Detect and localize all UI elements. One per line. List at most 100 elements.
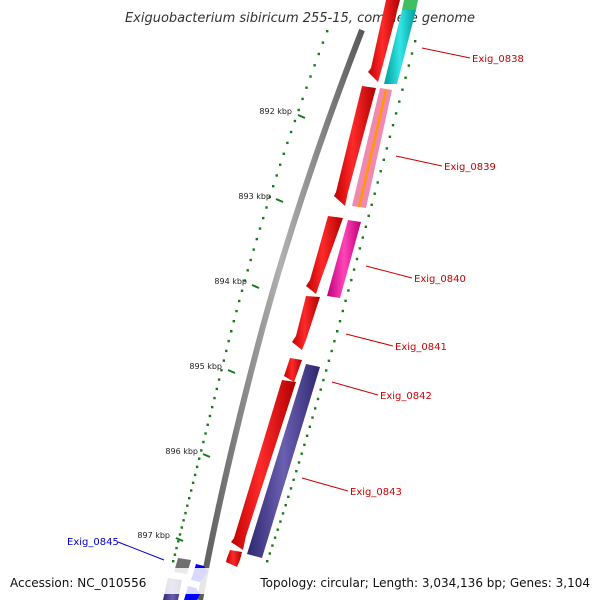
tick-dot	[262, 216, 265, 220]
tick-dot	[175, 546, 178, 550]
major-tick-895: 895 kbp	[189, 362, 236, 374]
track-dot	[266, 560, 269, 563]
track-dot	[394, 112, 398, 115]
track-dot	[382, 158, 385, 161]
track-dot	[271, 544, 274, 547]
gene-label-exig-0841[interactable]: Exig_0841	[395, 342, 447, 353]
track-dot	[373, 192, 376, 195]
tick-label: 896 kbp	[165, 447, 198, 456]
cds-exig-0839-stripe	[357, 89, 388, 208]
tick-dot	[186, 504, 189, 507]
track-dot	[404, 76, 407, 79]
track-dot	[376, 181, 379, 184]
track-dot	[391, 124, 395, 127]
tick-dot	[188, 497, 191, 500]
gene-top-green	[402, 0, 418, 10]
track-dot	[361, 236, 364, 239]
tick-dot	[246, 269, 249, 272]
track-dot	[314, 407, 317, 410]
tick-dot	[190, 489, 193, 492]
track-dot	[319, 388, 322, 391]
tick-dot	[184, 511, 187, 515]
tick-dot	[282, 152, 285, 155]
tick-dot	[272, 185, 275, 188]
tick-dot	[268, 195, 271, 199]
tick-dot	[204, 432, 207, 435]
tick-label: 897 kbp	[137, 531, 170, 540]
track-dot	[385, 147, 388, 150]
track-dot	[287, 495, 290, 498]
tick-dot	[220, 369, 223, 372]
tick-dot	[173, 553, 177, 556]
gene-label-exig-0842[interactable]: Exig_0842	[380, 391, 432, 402]
tick-dot	[275, 174, 278, 177]
tick-dot	[172, 560, 175, 563]
track-dot	[268, 552, 271, 555]
major-tick-892: 892 kbp	[259, 107, 306, 119]
cds-exig-0838	[368, 0, 400, 82]
track-dot	[276, 528, 279, 531]
track-dot	[333, 340, 336, 343]
topology-text: Topology: circular; Length: 3,034,136 bp…	[259, 576, 590, 590]
track-dot	[379, 170, 382, 173]
tick-dot	[309, 75, 312, 78]
tick-dot	[225, 349, 228, 353]
track-dot	[350, 278, 353, 282]
gene-label-exig-0845[interactable]: Exig_0845	[67, 537, 119, 548]
tick-dot	[195, 465, 199, 469]
track-dot	[388, 135, 392, 138]
tick-label: 892 kbp	[259, 107, 292, 116]
track-dot	[295, 470, 298, 473]
cds-exig-0843	[231, 380, 296, 550]
tick-dot	[265, 206, 268, 209]
track-dot	[327, 359, 331, 362]
track-dot	[410, 52, 414, 55]
tick-dot	[321, 41, 325, 44]
track-dot	[367, 214, 370, 217]
track-dot	[273, 536, 277, 539]
tick-dot	[240, 289, 244, 292]
tick-dot	[202, 440, 205, 444]
track-dot	[300, 452, 303, 455]
track-dot	[305, 434, 309, 437]
tick-dot	[215, 387, 218, 391]
tick-dot	[286, 141, 289, 145]
major-tick-897: 897 kbp	[137, 531, 184, 542]
gene-label-exig-0838[interactable]: Exig_0838	[472, 54, 524, 65]
track-dot	[338, 320, 342, 323]
tick-dot	[279, 163, 282, 166]
gene-label-exig-0843[interactable]: Exig_0843	[350, 487, 402, 498]
major-tick-894: 894 kbp	[214, 277, 260, 289]
tick-dot	[227, 339, 230, 343]
tick-dot	[213, 396, 216, 400]
tick-dots	[172, 30, 329, 563]
track-dot	[344, 299, 347, 302]
tick-dot	[258, 227, 262, 230]
tick-dot	[249, 258, 252, 262]
track-dot	[281, 512, 285, 515]
tick-dot	[289, 130, 293, 134]
map-title: Exiguobacterium sibiricum 255-15, comple…	[125, 11, 475, 26]
track-dot	[316, 397, 320, 401]
gene-label-exig-0840[interactable]: Exig_0840	[414, 274, 466, 285]
tick-dot	[193, 473, 197, 477]
tick-label: 894 kbp	[214, 277, 247, 286]
footer-background	[0, 568, 600, 594]
tick-dot	[232, 320, 235, 323]
cds-exig-0839	[334, 86, 376, 206]
major-tick-896: 896 kbp	[165, 447, 211, 458]
tick-dot	[222, 359, 225, 362]
track-dot	[414, 40, 417, 43]
tick-dot	[326, 30, 329, 33]
tick-dot	[313, 64, 316, 67]
tick-dot	[177, 540, 180, 543]
track-dot	[370, 203, 373, 206]
track-dot	[311, 416, 314, 419]
genome-backbone	[197, 28, 365, 600]
inner-track-dots	[266, 40, 417, 563]
tick-dot	[317, 52, 320, 56]
gene-label-exig-0839[interactable]: Exig_0839	[444, 162, 496, 173]
track-dot	[401, 88, 404, 91]
track-dot	[341, 309, 344, 313]
